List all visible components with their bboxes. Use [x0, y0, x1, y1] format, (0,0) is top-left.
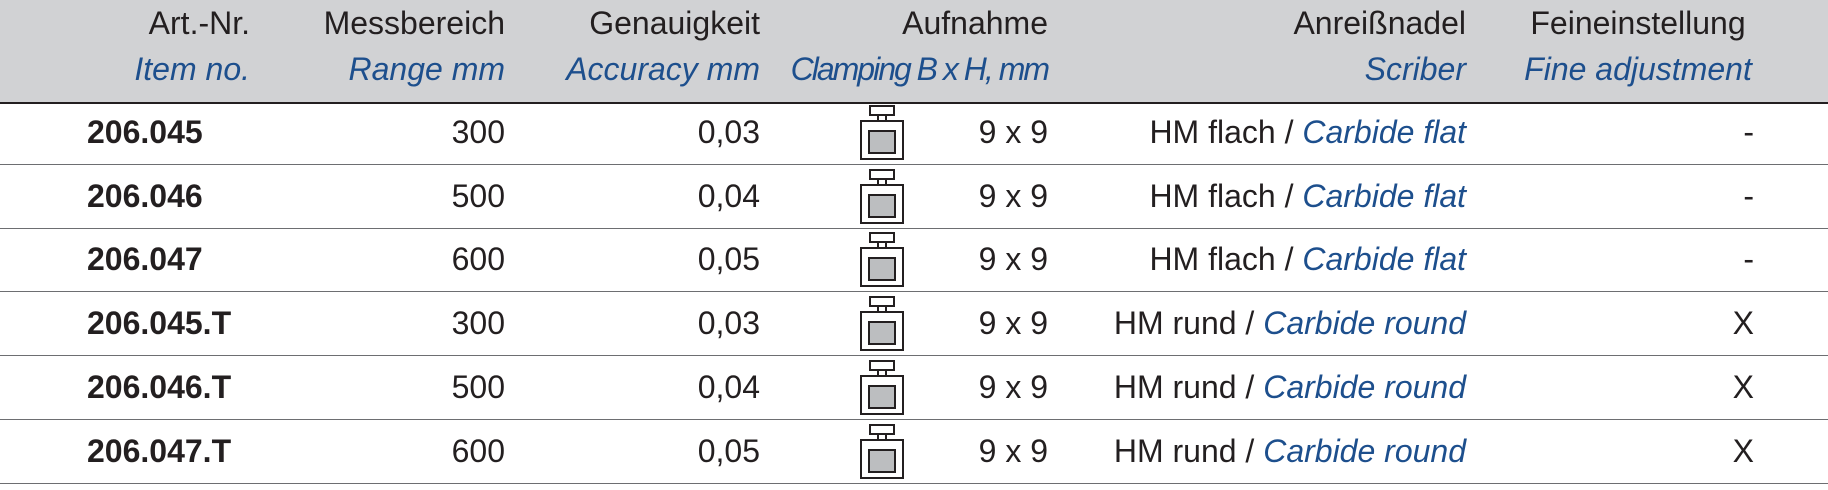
- range-value: 500: [451, 178, 505, 214]
- item-number: 206.047.T: [87, 433, 232, 469]
- table-header: Art.-Nr. Item no. Messbereich Range mm G…: [0, 0, 1828, 104]
- scriber-value: HM rund / Carbide round: [1060, 307, 1466, 339]
- item-number: 206.046.T: [87, 369, 232, 405]
- scriber-en: Carbide round: [1263, 369, 1466, 405]
- accuracy-value: 0,05: [697, 241, 760, 277]
- table-row: 206.046.T 500 0,04 9 x 9 HM rund / Carbide r…: [0, 357, 1828, 420]
- scriber-de: HM flach /: [1149, 178, 1294, 214]
- header-item-en: Item no.: [134, 51, 250, 87]
- header-scriber-en: Scriber: [1364, 51, 1466, 87]
- clamping-value: 9 x 9: [978, 178, 1048, 214]
- header-accuracy-de: Genauigkeit: [589, 5, 760, 41]
- scriber-en: Carbide round: [1263, 305, 1466, 341]
- accuracy-value: 0,03: [697, 114, 760, 150]
- clamping-value: 9 x 9: [978, 369, 1048, 405]
- clamping-value: 9 x 9: [978, 114, 1048, 150]
- clamping-value: 9 x 9: [978, 241, 1048, 277]
- scriber-de: HM rund /: [1113, 369, 1255, 405]
- clamp-holder-icon: [858, 424, 906, 480]
- range-value: 600: [451, 433, 505, 469]
- item-number: 206.046: [87, 178, 203, 214]
- scriber-en: Carbide flat: [1302, 241, 1466, 277]
- table-row: 206.046 500 0,04 9 x 9 HM flach / Carbide fl…: [0, 166, 1828, 229]
- scriber-de: HM flach /: [1149, 114, 1294, 150]
- scriber-de: HM rund /: [1113, 433, 1255, 469]
- fine-adjustment-value: X: [1732, 369, 1754, 405]
- accuracy-value: 0,05: [697, 433, 760, 469]
- fine-adjustment-value: X: [1732, 305, 1754, 341]
- clamp-holder-icon: [858, 105, 906, 161]
- table-row: 206.045 300 0,03 9 x 9 HM flach / Carbide fl…: [0, 102, 1828, 165]
- scriber-de: HM flach /: [1149, 241, 1294, 277]
- header-scriber-de: Anreißnadel: [1293, 5, 1466, 41]
- fine-adjustment-value: -: [1743, 114, 1754, 150]
- clamping-value: 9 x 9: [978, 305, 1048, 341]
- clamp-holder-icon: [858, 232, 906, 288]
- clamp-holder-icon: [858, 296, 906, 352]
- scriber-value: HM rund / Carbide round: [1060, 371, 1466, 403]
- scriber-value: HM flach / Carbide flat: [1060, 243, 1466, 275]
- item-number: 206.047: [87, 241, 203, 277]
- header-clamping-en: Clamping B x H, mm: [790, 51, 1050, 87]
- item-number: 206.045.T: [87, 305, 232, 341]
- scriber-en: Carbide round: [1263, 433, 1466, 469]
- range-value: 500: [451, 369, 505, 405]
- header-range-de: Messbereich: [323, 5, 505, 41]
- scriber-value: HM flach / Carbide flat: [1060, 180, 1466, 212]
- accuracy-value: 0,04: [697, 369, 760, 405]
- fine-adjustment-value: -: [1743, 241, 1754, 277]
- scriber-value: HM flach / Carbide flat: [1060, 116, 1466, 148]
- clamp-holder-icon: [858, 169, 906, 225]
- scriber-en: Carbide flat: [1302, 114, 1466, 150]
- table-row: 206.047 600 0,05 9 x 9 HM flach / Carbide fl…: [0, 229, 1828, 292]
- fine-adjustment-value: -: [1743, 178, 1754, 214]
- accuracy-value: 0,04: [697, 178, 760, 214]
- header-fine-de: Feineinstellung: [1530, 5, 1746, 41]
- accuracy-value: 0,03: [697, 305, 760, 341]
- header-range-en: Range mm: [348, 51, 506, 87]
- clamp-holder-icon: [858, 360, 906, 416]
- range-value: 600: [451, 241, 505, 277]
- range-value: 300: [451, 114, 505, 150]
- scriber-en: Carbide flat: [1302, 178, 1466, 214]
- range-value: 300: [451, 305, 505, 341]
- table-row: 206.045.T 300 0,03 9 x 9 HM rund / Carbide r…: [0, 293, 1828, 356]
- fine-adjustment-value: X: [1732, 433, 1754, 469]
- clamping-value: 9 x 9: [978, 433, 1048, 469]
- item-number: 206.045: [87, 114, 203, 150]
- header-clamping-de: Aufnahme: [902, 5, 1048, 41]
- scriber-de: HM rund /: [1113, 305, 1255, 341]
- table-row: 206.047.T 600 0,05 9 x 9 HM rund / Carbide r…: [0, 421, 1828, 484]
- header-item-de: Art.-Nr.: [148, 5, 250, 41]
- scriber-value: HM rund / Carbide round: [1060, 435, 1466, 467]
- header-fine-en: Fine adjustment: [1524, 51, 1752, 87]
- header-accuracy-en: Accuracy mm: [566, 51, 760, 87]
